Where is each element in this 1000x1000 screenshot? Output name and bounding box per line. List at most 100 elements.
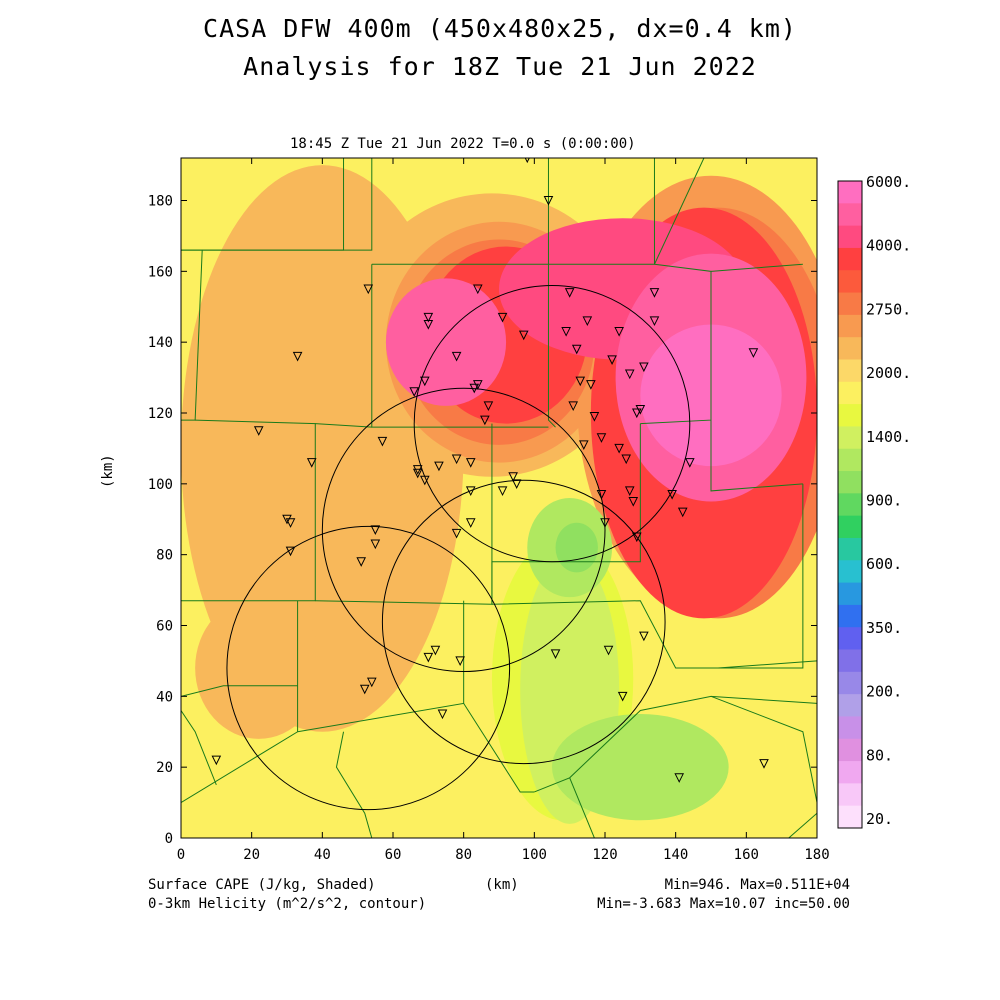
site-marker bbox=[451, 528, 462, 539]
site-marker bbox=[621, 454, 632, 465]
chart-title: CASA DFW 400m (450x480x25, dx=0.4 km) bbox=[203, 14, 797, 43]
county-line bbox=[640, 263, 712, 425]
x-tick-label: 100 bbox=[522, 847, 547, 863]
colorbar-swatch bbox=[838, 426, 862, 450]
colorbar-swatch bbox=[838, 448, 862, 472]
cape-region bbox=[385, 278, 507, 406]
site-marker bbox=[469, 383, 480, 394]
site-marker bbox=[628, 497, 639, 507]
site-marker bbox=[356, 557, 367, 567]
colorbar-swatch bbox=[838, 604, 862, 628]
site-marker bbox=[419, 376, 430, 387]
colorbar-swatch bbox=[838, 493, 862, 517]
site-marker bbox=[377, 436, 388, 447]
county-line bbox=[202, 158, 373, 251]
site-marker bbox=[614, 443, 624, 454]
county-line bbox=[335, 731, 373, 838]
y-tick-label: 160 bbox=[148, 264, 173, 280]
site-marker bbox=[617, 691, 628, 702]
county-line bbox=[491, 423, 641, 605]
county-line bbox=[371, 264, 549, 428]
county-line bbox=[788, 812, 817, 838]
site-marker bbox=[292, 351, 303, 362]
site-marker bbox=[363, 284, 374, 295]
cape-region bbox=[195, 597, 323, 739]
y-tick-label: 20 bbox=[156, 760, 173, 776]
site-marker bbox=[285, 518, 296, 528]
site-marker bbox=[596, 489, 607, 500]
site-marker bbox=[674, 773, 685, 783]
colorbar-swatch bbox=[838, 270, 862, 294]
x-tick-label: 40 bbox=[314, 847, 331, 863]
site-marker bbox=[677, 507, 688, 518]
radar-range-circle bbox=[321, 387, 606, 673]
colorbar-label: 2750. bbox=[866, 300, 911, 318]
county-line bbox=[491, 483, 804, 669]
colorbar-label: 6000. bbox=[866, 173, 911, 191]
colorbar-swatch bbox=[838, 381, 862, 405]
site-marker bbox=[285, 546, 296, 557]
site-marker bbox=[624, 486, 635, 497]
county-line bbox=[534, 695, 817, 793]
colorbar-swatch bbox=[838, 560, 862, 584]
site-marker bbox=[480, 415, 490, 426]
site-marker bbox=[759, 759, 769, 769]
chart-subtitle: Analysis for 18Z Tue 21 Jun 2022 bbox=[243, 52, 757, 81]
site-marker bbox=[639, 362, 649, 373]
radar-range-circle bbox=[413, 285, 691, 563]
site-marker bbox=[412, 468, 423, 479]
colorbar-label: 350. bbox=[866, 619, 902, 637]
site-marker bbox=[543, 196, 554, 206]
site-marker bbox=[483, 401, 494, 412]
colorbar-swatch bbox=[838, 515, 862, 539]
site-marker bbox=[437, 709, 448, 720]
site-marker bbox=[497, 312, 508, 323]
colorbar-swatch bbox=[838, 627, 862, 651]
colorbar-label: 80. bbox=[866, 746, 893, 764]
site-marker bbox=[451, 454, 462, 465]
county-line bbox=[718, 660, 817, 669]
x-tick-label: 0 bbox=[177, 847, 185, 863]
site-marker bbox=[667, 489, 677, 500]
colorbar-label: 200. bbox=[866, 683, 902, 701]
site-marker bbox=[586, 380, 596, 390]
site-marker bbox=[511, 479, 522, 489]
site-marker bbox=[419, 475, 430, 486]
colorbar-swatch bbox=[838, 649, 862, 673]
x-tick-label: 20 bbox=[243, 847, 260, 863]
site-marker bbox=[253, 426, 264, 436]
site-marker bbox=[578, 440, 589, 450]
colorbar-swatch bbox=[838, 783, 862, 807]
colorbar-swatch bbox=[838, 671, 862, 695]
y-axis: 0 20 40 60 80 100 120 140 160 180 bbox=[148, 194, 817, 847]
site-marker bbox=[649, 288, 660, 298]
shaded-field-label: Surface CAPE (J/kg, Shaded) bbox=[148, 877, 376, 893]
site-marker bbox=[596, 433, 607, 443]
x-tick-label: 140 bbox=[663, 847, 688, 863]
county-line bbox=[297, 702, 535, 793]
colorbar-label: 20. bbox=[866, 810, 893, 828]
site-marker bbox=[550, 649, 561, 659]
site-marker bbox=[472, 380, 483, 390]
colorbar-label: 4000. bbox=[866, 237, 911, 255]
site-marker bbox=[624, 369, 635, 380]
colorbar-swatch bbox=[838, 314, 862, 338]
county-line bbox=[181, 710, 217, 786]
county-line bbox=[654, 158, 705, 265]
colorbar-swatch bbox=[838, 738, 862, 762]
colorbar-label: 1400. bbox=[866, 428, 911, 446]
colorbar-swatch bbox=[838, 203, 862, 227]
helicity-contours bbox=[226, 285, 691, 811]
site-marker bbox=[434, 461, 444, 472]
y-tick-label: 0 bbox=[165, 831, 173, 847]
county-line bbox=[181, 685, 298, 697]
county-line bbox=[710, 263, 803, 272]
county-boundaries bbox=[181, 158, 817, 838]
plot-frame bbox=[180, 157, 818, 839]
site-marker bbox=[575, 376, 586, 387]
x-tick-label: 120 bbox=[592, 847, 617, 863]
colorbar-swatch bbox=[838, 359, 862, 383]
site-marker bbox=[423, 312, 434, 323]
site-marker bbox=[631, 532, 642, 543]
